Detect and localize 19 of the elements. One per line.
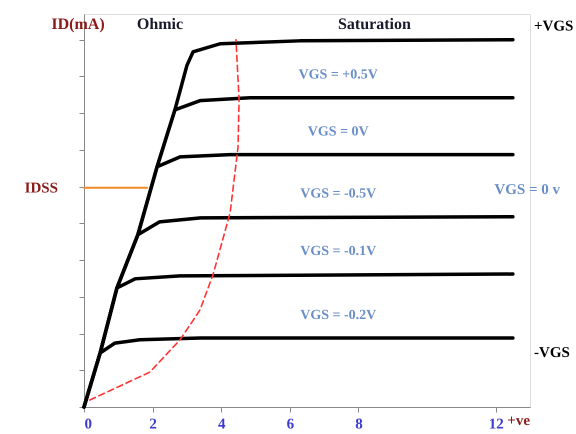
annotation: VGS = 0V: [308, 124, 369, 140]
annotation: VGS = +0.5V: [298, 68, 378, 83]
annotation: VGS = -0.2V: [300, 308, 376, 323]
x-tick-label: 4: [218, 416, 226, 432]
y-axis-title: ID(mA): [51, 16, 105, 33]
x-tick-label: 8: [355, 416, 363, 432]
text: -VGS: [534, 344, 570, 361]
x-tick-label: 0: [84, 416, 92, 432]
annotation: VGS = -0.5V: [300, 186, 376, 202]
annotation: Saturation: [338, 16, 411, 33]
x-tick-label: 12: [488, 416, 504, 432]
series-label: IDSS: [24, 180, 58, 197]
text: +VGS: [534, 18, 574, 35]
x-axis-title: +ve: [507, 413, 530, 429]
x-tick-label: 2: [149, 416, 157, 432]
annotation: Ohmic: [136, 16, 184, 33]
x-tick-label: 6: [286, 416, 295, 432]
annotation: VGS = 0 v: [494, 182, 560, 198]
annotation: VGS = -0.1V: [300, 244, 376, 260]
